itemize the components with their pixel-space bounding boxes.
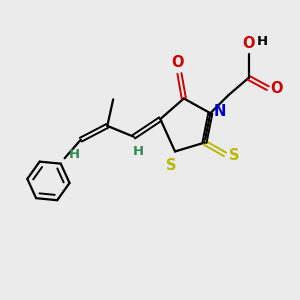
Text: H: H — [133, 145, 144, 158]
Text: O: O — [271, 81, 283, 96]
Text: O: O — [242, 36, 254, 51]
Text: S: S — [166, 158, 177, 173]
Text: O: O — [172, 55, 184, 70]
Text: S: S — [229, 148, 239, 164]
Text: N: N — [214, 104, 226, 119]
Text: H: H — [69, 148, 80, 161]
Text: H: H — [257, 35, 268, 48]
